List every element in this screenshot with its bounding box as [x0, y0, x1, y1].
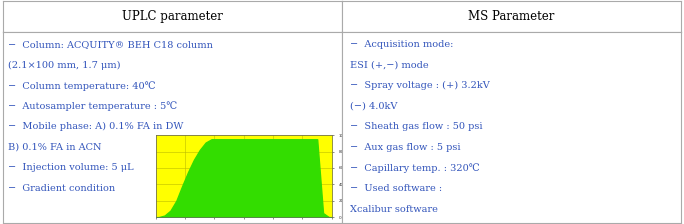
Text: −  Gradient condition: − Gradient condition [8, 184, 116, 193]
Text: −  Used software :: − Used software : [350, 184, 443, 193]
Text: −  Injection volume: 5 μL: − Injection volume: 5 μL [8, 163, 134, 172]
Text: (−) 4.0kV: (−) 4.0kV [350, 102, 398, 111]
Text: −  Aux gas flow : 5 psi: − Aux gas flow : 5 psi [350, 143, 461, 152]
Text: −  Column temperature: 40℃: − Column temperature: 40℃ [8, 81, 156, 91]
Text: −  Capillary temp. : 320℃: − Capillary temp. : 320℃ [350, 163, 480, 173]
Text: ESI (+,−) mode: ESI (+,−) mode [350, 60, 429, 69]
Text: −  Mobile phase: A) 0.1% FA in DW: − Mobile phase: A) 0.1% FA in DW [8, 122, 184, 131]
Text: −  Autosampler temperature : 5℃: − Autosampler temperature : 5℃ [8, 102, 178, 111]
Text: MS Parameter: MS Parameter [468, 10, 555, 23]
Text: UPLC parameter: UPLC parameter [122, 10, 223, 23]
Text: (2.1×100 mm, 1.7 μm): (2.1×100 mm, 1.7 μm) [8, 60, 121, 69]
Text: −  Acquisition mode:: − Acquisition mode: [350, 40, 454, 49]
Text: −  Column: ACQUITY® BEH C18 column: − Column: ACQUITY® BEH C18 column [8, 40, 213, 49]
Text: −  Spray voltage : (+) 3.2kV: − Spray voltage : (+) 3.2kV [350, 81, 490, 90]
Text: −  Sheath gas flow : 50 psi: − Sheath gas flow : 50 psi [350, 122, 483, 131]
Text: Xcalibur software: Xcalibur software [350, 205, 438, 213]
Text: B) 0.1% FA in ACN: B) 0.1% FA in ACN [8, 143, 102, 152]
